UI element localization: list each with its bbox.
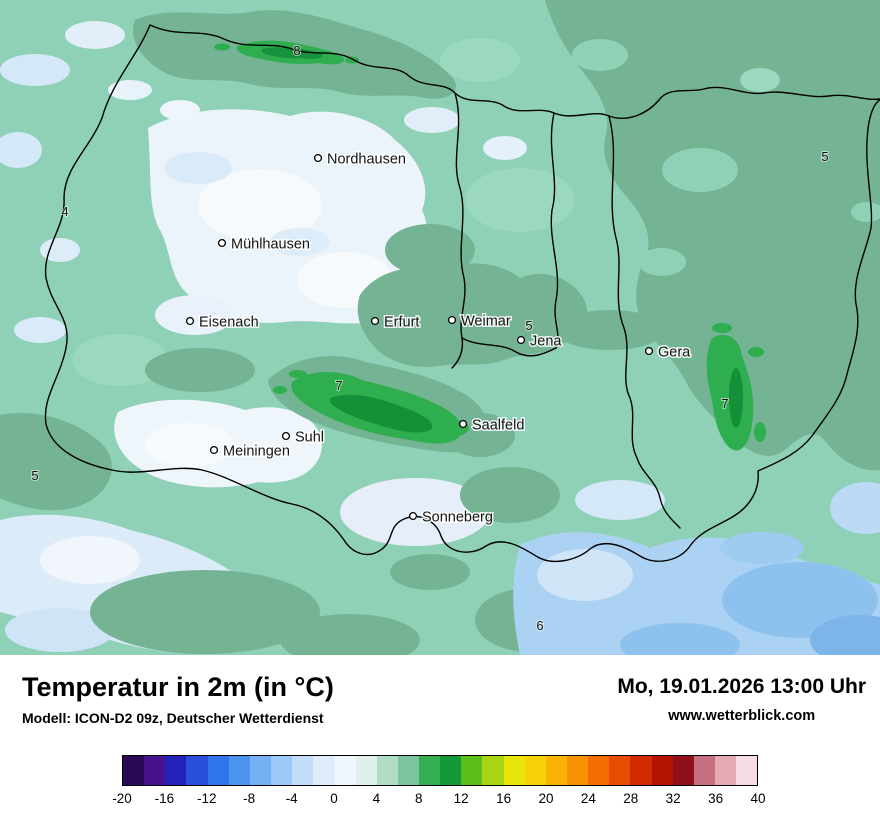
city-label-weimar: Weimar <box>461 314 511 330</box>
legend-tick-label: 40 <box>750 791 766 806</box>
temperature-value-label: 5 <box>821 149 828 164</box>
legend-tick-label: -8 <box>243 791 256 806</box>
city-marker-sonneberg <box>408 511 418 521</box>
legend-tick-label: 16 <box>496 791 512 806</box>
legend-color-segment <box>249 756 271 785</box>
city-label-sonneberg: Sonneberg <box>422 510 493 526</box>
info-panel: Temperatur in 2m (in °C) Modell: ICON-D2… <box>0 655 880 830</box>
temperature-value-label: 7 <box>335 378 342 393</box>
legend-color-segment <box>651 756 673 785</box>
legend-color-segment <box>588 756 610 785</box>
temperature-value-label: 6 <box>536 618 543 633</box>
city-marker-mhlhausen <box>217 238 227 248</box>
legend-color-segment <box>397 756 419 785</box>
legend-color-segment <box>440 756 462 785</box>
legend-color-segment <box>292 756 314 785</box>
legend-tick-label: 12 <box>453 791 469 806</box>
legend-colorbar <box>122 755 758 786</box>
datetime-block: Mo, 19.01.2026 13:00 Uhr www.wetterblick… <box>617 672 866 724</box>
city-label-saalfeld: Saalfeld <box>472 418 524 434</box>
legend-tick-label: 36 <box>708 791 724 806</box>
legend-color-segment <box>693 756 715 785</box>
page-title: Temperatur in 2m (in °C) <box>22 672 334 702</box>
legend-color-segment <box>334 756 356 785</box>
city-label-meiningen: Meiningen <box>223 444 290 460</box>
title-block: Temperatur in 2m (in °C) Modell: ICON-D2… <box>22 672 334 726</box>
city-label-mhlhausen: Mühlhausen <box>231 237 310 253</box>
city-label-nordhausen: Nordhausen <box>327 152 406 168</box>
legend-color-segment <box>609 756 631 785</box>
legend-color-segment <box>270 756 293 785</box>
legend-color-segment <box>736 756 758 785</box>
legend-color-segment <box>461 756 483 785</box>
legend-tick-label: -16 <box>154 791 175 806</box>
legend-tick-label: 4 <box>372 791 381 806</box>
city-marker-eisenach <box>185 316 195 326</box>
city-marker-weimar <box>447 315 457 325</box>
legend-color-segment <box>545 756 567 785</box>
legend-color-segment <box>376 756 398 785</box>
shading-holes <box>572 39 880 276</box>
legend-color-segment <box>524 756 546 785</box>
shading-cool-blue <box>513 482 880 655</box>
shading-warm-green <box>214 40 766 451</box>
city-label-erfurt: Erfurt <box>384 315 419 331</box>
legend-tick-label: -20 <box>112 791 132 806</box>
legend-color-segment <box>355 756 377 785</box>
legend-tick-label: 20 <box>538 791 554 806</box>
legend-color-segment <box>165 756 187 785</box>
legend-color-segment <box>186 756 208 785</box>
city-marker-suhl <box>281 431 291 441</box>
legend-tick-label: -4 <box>285 791 298 806</box>
model-info: Modell: ICON-D2 09z, Deutscher Wetterdie… <box>22 710 324 726</box>
website-text: www.wetterblick.com <box>668 708 816 724</box>
city-marker-nordhausen <box>313 153 323 163</box>
temperature-labels: 8 5 4 5 7 7 5 6 <box>30 42 829 634</box>
temperature-value-label: 8 <box>293 43 300 58</box>
temperature-value-label: 5 <box>525 318 532 333</box>
city-marker-gera <box>644 346 654 356</box>
map-area: 8 5 4 5 7 7 5 6 Nordhausen Mühlhausen Eisenach Erf… <box>0 0 880 655</box>
city-marker-erfurt <box>370 316 380 326</box>
legend-tick-label: 8 <box>415 791 423 806</box>
info-header: Temperatur in 2m (in °C) Modell: ICON-D2… <box>0 655 880 726</box>
legend-color-segment <box>228 756 250 785</box>
city-marker-jena <box>516 335 526 345</box>
legend-color-segment <box>123 756 145 785</box>
legend-color-segment <box>207 756 229 785</box>
temperature-value-label: 5 <box>31 468 38 483</box>
temperature-legend: -20 -16 -12 -8 -4 0 4 8 12 16 20 24 28 32 36 40 <box>112 755 766 809</box>
forecast-datetime: Mo, 19.01.2026 13:00 Uhr <box>617 675 866 698</box>
legend-color-segment <box>630 756 652 785</box>
legend-tick-label: 32 <box>665 791 681 806</box>
temperature-map: 8 5 4 5 7 7 5 6 Nordhausen Mühlhausen Eisenach Erf… <box>0 0 880 655</box>
legend-color-segment <box>566 756 589 785</box>
legend-tick-label: 24 <box>580 791 596 806</box>
legend-tick-label: 28 <box>623 791 639 806</box>
legend-tick-label: 0 <box>330 791 338 806</box>
legend-tick-labels: -20 -16 -12 -8 -4 0 4 8 12 16 20 24 28 32 36 40 <box>112 791 765 809</box>
city-label-gera: Gera <box>658 345 691 361</box>
legend-color-segment <box>482 756 504 785</box>
city-label-suhl: Suhl <box>295 430 324 446</box>
city-label-eisenach: Eisenach <box>199 315 259 331</box>
legend-color-segment <box>672 756 694 785</box>
legend-color-segment <box>714 756 737 785</box>
city-marker-saalfeld <box>458 419 468 429</box>
legend-color-segment <box>313 756 335 785</box>
city-marker-meiningen <box>209 445 219 455</box>
legend-color-segment <box>418 756 441 785</box>
legend-color-segment <box>144 756 166 785</box>
city-label-jena: Jena <box>530 334 562 350</box>
temperature-value-label: 4 <box>61 204 68 219</box>
state-borders <box>44 24 880 563</box>
temperature-value-label: 7 <box>721 396 728 411</box>
legend-color-segment <box>503 756 525 785</box>
city-markers: Nordhausen Mühlhausen Eisenach Erfurt Weimar… <box>185 150 693 527</box>
legend-tick-label: -12 <box>197 791 217 806</box>
